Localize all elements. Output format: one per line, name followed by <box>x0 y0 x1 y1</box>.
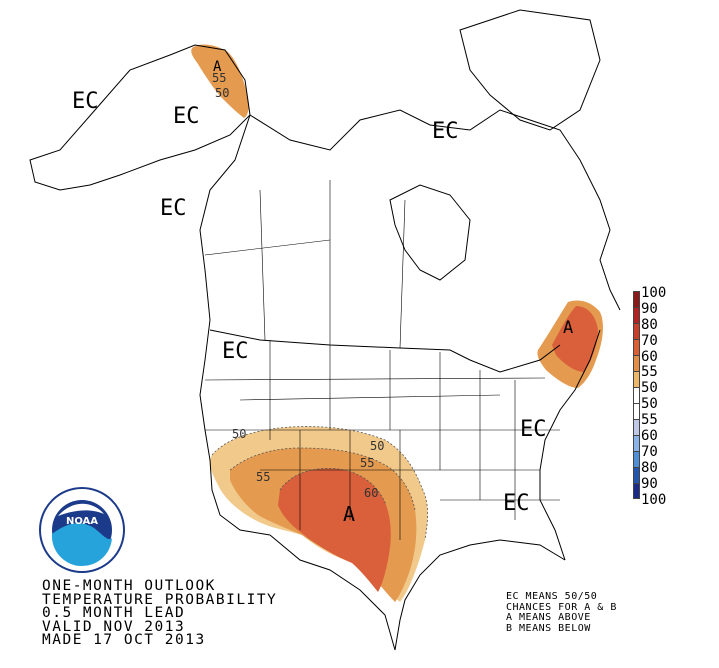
contour-label-50-sw: 50 <box>232 427 246 441</box>
scale-label: 55 <box>641 364 658 381</box>
scale-label: 90 <box>641 475 658 492</box>
scale-swatch <box>633 339 640 355</box>
above-label-northeast: A <box>563 318 573 338</box>
scale-swatch <box>633 483 640 499</box>
scale-label: 80 <box>641 316 658 333</box>
legend-note-line-1: EC MEANS 50/50 <box>506 591 598 602</box>
title-line-5: MADE 17 OCT 2013 <box>42 632 206 648</box>
title-line-3: 0.5 MONTH LEAD <box>42 605 186 621</box>
scale-label: 70 <box>641 332 658 349</box>
ec-label-canada-north: EC <box>432 119 459 144</box>
above-label-alaska: A <box>213 59 222 75</box>
probability-scale-labels: 100 90 80 70 60 55 50 50 55 60 70 80 90 100 <box>641 285 666 507</box>
ec-label-canada-yukon: EC <box>160 196 187 221</box>
coastlines <box>29 9 621 651</box>
scale-swatch <box>633 307 640 323</box>
scale-swatch <box>633 371 640 387</box>
contour-label-60-tx: 60 <box>364 486 378 500</box>
legend-note-line-4: B MEANS BELOW <box>506 622 591 634</box>
title-line-4: VALID NOV 2013 <box>42 618 186 635</box>
scale-label: 90 <box>641 300 658 317</box>
scale-label: 70 <box>641 443 658 460</box>
scale-label: 60 <box>641 348 658 365</box>
legend-note-line-2: CHANCES FOR A & B <box>506 601 617 613</box>
scale-swatch <box>633 467 640 483</box>
ec-label-canada-pnw: EC <box>222 339 249 364</box>
scale-swatch <box>633 419 640 435</box>
contours <box>211 426 429 541</box>
contour-label-55-ak: 55 <box>212 71 226 85</box>
title-line-2: TEMPERATURE PROBABILITY <box>42 591 278 608</box>
contour-label-50-ak: 50 <box>215 86 229 100</box>
scale-swatch <box>633 323 640 339</box>
contour-label-55-se: 55 <box>360 456 374 470</box>
ec-label-alaska-east: EC <box>173 104 200 129</box>
contour-label-55-sw: 55 <box>256 470 270 484</box>
scale-swatch <box>633 355 640 371</box>
scale-label: 50 <box>641 396 658 413</box>
probability-color-scale <box>633 291 640 499</box>
scale-swatch <box>633 403 640 419</box>
above-label-southwest: A <box>343 502 355 526</box>
contour-label-50-se: 50 <box>370 439 384 453</box>
scale-swatch <box>633 451 640 467</box>
region-above-50-ak <box>191 44 249 118</box>
shading-alaska <box>191 44 249 118</box>
ec-label-alaska-west: EC <box>72 89 99 114</box>
region-above-60-ne <box>552 306 598 372</box>
scale-label: 60 <box>641 428 658 445</box>
boundaries <box>204 180 560 540</box>
scale-swatch <box>633 387 640 403</box>
scale-label: 100 <box>641 491 667 508</box>
map-text: EC EC EC EC EC EC EC A A A 50 55 50 55 6… <box>72 59 573 526</box>
scale-swatch <box>633 291 640 307</box>
region-above-60-tx <box>278 468 391 592</box>
scale-label: 50 <box>641 380 658 397</box>
ec-label-southeast: EC <box>503 491 530 516</box>
noaa-logo-text: NOAA <box>66 516 98 527</box>
legend-note-line-3: A MEANS ABOVE <box>506 612 591 623</box>
noaa-logo: NOAA <box>39 487 125 573</box>
title-block: ONE-MONTH OUTLOOK TEMPERATURE PROBABILIT… <box>42 578 372 648</box>
ec-label-east-coast: EC <box>520 417 547 442</box>
scale-label: 55 <box>641 412 658 429</box>
scale-label: 100 <box>641 285 667 301</box>
scale-swatch <box>633 435 640 451</box>
shading-northeast <box>537 300 603 388</box>
scale-label: 80 <box>641 459 658 476</box>
legend-note: EC MEANS 50/50 CHANCES FOR A & B A MEANS… <box>506 591 711 634</box>
title-line-1: ONE-MONTH OUTLOOK <box>42 578 216 594</box>
shading-southwest <box>210 426 428 602</box>
